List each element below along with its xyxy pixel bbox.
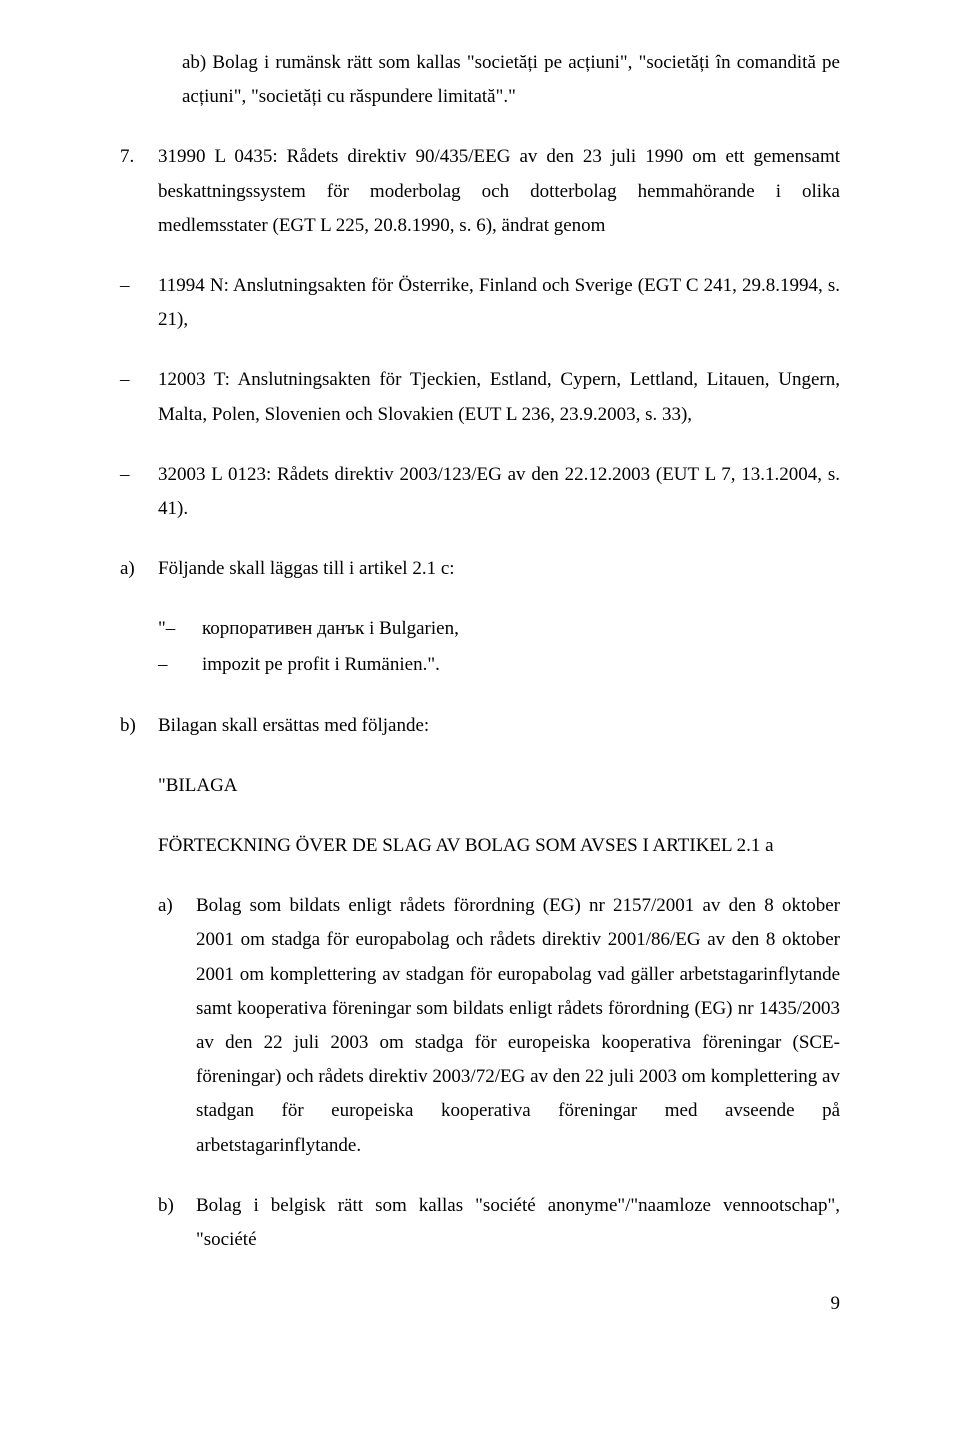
sub-item-a: a) Bolag som bildats enligt rådets föror…: [158, 889, 840, 1163]
quote-dash-1-body: корпоративен данък i Bulgarien,: [202, 612, 840, 646]
sub-item-a-marker: a): [158, 889, 196, 1163]
sub-item-a-body: Bolag som bildats enligt rådets förordni…: [196, 889, 840, 1163]
bilaga-heading: "BILAGA: [158, 769, 840, 803]
quote-dash-2-marker: –: [158, 648, 202, 682]
quote-dash-1: "– корпоративен данък i Bulgarien,: [158, 612, 840, 646]
item-7: 7. 31990 L 0435: Rådets direktiv 90/435/…: [120, 140, 840, 243]
quote-dash-2-body: impozit pe profit i Rumänien.".: [202, 648, 840, 682]
dash-marker: –: [120, 363, 158, 431]
dash-item-2: – 12003 T: Anslutningsakten för Tjeckien…: [120, 363, 840, 431]
page-number: 9: [120, 1287, 840, 1321]
item-a-quote: "– корпоративен данък i Bulgarien, – imp…: [158, 612, 840, 682]
dash-body-2: 12003 T: Anslutningsakten för Tjeckien, …: [158, 363, 840, 431]
paragraph-ab: ab) Bolag i rumänsk rätt som kallas "soc…: [182, 46, 840, 114]
bilaga-block: "BILAGA FÖRTECKNING ÖVER DE SLAG AV BOLA…: [158, 769, 840, 1257]
item-b: b) Bilagan skall ersättas med följande:: [120, 709, 840, 743]
item-a-marker: a): [120, 552, 158, 586]
quote-dash-1-marker: "–: [158, 612, 202, 646]
quote-dash-2: – impozit pe profit i Rumänien.".: [158, 648, 840, 682]
item-7-body: 31990 L 0435: Rådets direktiv 90/435/EEG…: [158, 140, 840, 243]
item-7-marker: 7.: [120, 140, 158, 243]
dash-item-1: – 11994 N: Anslutningsakten för Österrik…: [120, 269, 840, 337]
item-b-marker: b): [120, 709, 158, 743]
item-b-body: Bilagan skall ersättas med följande:: [158, 709, 840, 743]
sub-item-b-marker: b): [158, 1189, 196, 1257]
item-a: a) Följande skall läggas till i artikel …: [120, 552, 840, 586]
dash-body-3: 32003 L 0123: Rådets direktiv 2003/123/E…: [158, 458, 840, 526]
item-a-body: Följande skall läggas till i artikel 2.1…: [158, 552, 840, 586]
sub-item-b: b) Bolag i belgisk rätt som kallas "soci…: [158, 1189, 840, 1257]
sub-item-b-body: Bolag i belgisk rätt som kallas "société…: [196, 1189, 840, 1257]
dash-marker: –: [120, 458, 158, 526]
dash-marker: –: [120, 269, 158, 337]
dash-item-3: – 32003 L 0123: Rådets direktiv 2003/123…: [120, 458, 840, 526]
forteckning-heading: FÖRTECKNING ÖVER DE SLAG AV BOLAG SOM AV…: [158, 829, 840, 863]
dash-body-1: 11994 N: Anslutningsakten för Österrike,…: [158, 269, 840, 337]
